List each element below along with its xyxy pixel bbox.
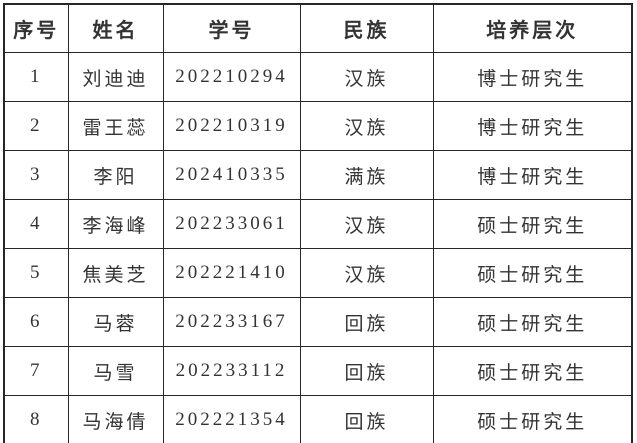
cell-level: 博士研究生 [432, 150, 633, 200]
cell-no: 4 [3, 199, 69, 249]
cell-student-id: 202221410 [162, 248, 301, 298]
cell-no: 3 [3, 150, 69, 200]
cell-name: 焦美芝 [67, 248, 164, 298]
cell-no: 1 [3, 52, 69, 102]
cell-level: 硕士研究生 [432, 346, 633, 396]
cell-no: 6 [3, 297, 69, 347]
cell-name: 马蓉 [67, 297, 164, 347]
cell-student-id: 202233112 [162, 346, 301, 396]
table-row: 6 马蓉 202233167 回族 硕士研究生 [3, 297, 633, 347]
header-no: 序号 [3, 3, 69, 53]
cell-ethnicity: 汉族 [299, 101, 434, 151]
cell-name: 马海倩 [67, 395, 164, 443]
cell-student-id: 202233167 [162, 297, 301, 347]
header-level: 培养层次 [432, 3, 633, 53]
header-row: 序号 姓名 学号 民族 培养层次 [3, 3, 633, 53]
cell-ethnicity: 汉族 [299, 248, 434, 298]
cell-ethnicity: 汉族 [299, 52, 434, 102]
table-row: 5 焦美芝 202221410 汉族 硕士研究生 [3, 248, 633, 298]
cell-level: 硕士研究生 [432, 248, 633, 298]
table-row: 3 李阳 202410335 满族 博士研究生 [3, 150, 633, 200]
cell-name: 雷王蕊 [67, 101, 164, 151]
table-row: 1 刘迪迪 202210294 汉族 博士研究生 [3, 52, 633, 102]
table-row: 4 李海峰 202233061 汉族 硕士研究生 [3, 199, 633, 249]
cell-ethnicity: 满族 [299, 150, 434, 200]
cell-student-id: 202210319 [162, 101, 301, 151]
cell-student-id: 202410335 [162, 150, 301, 200]
cell-student-id: 202221354 [162, 395, 301, 443]
cell-name: 李阳 [67, 150, 164, 200]
cell-ethnicity: 回族 [299, 346, 434, 396]
cell-level: 博士研究生 [432, 52, 633, 102]
cell-no: 5 [3, 248, 69, 298]
cell-level: 硕士研究生 [432, 395, 633, 443]
cell-ethnicity: 回族 [299, 297, 434, 347]
table-row: 2 雷王蕊 202210319 汉族 博士研究生 [3, 101, 633, 151]
cell-no: 2 [3, 101, 69, 151]
cell-no: 7 [3, 346, 69, 396]
cell-name: 李海峰 [67, 199, 164, 249]
header-student-id: 学号 [162, 3, 301, 53]
student-roster-table: 序号 姓名 学号 民族 培养层次 1 刘迪迪 202210294 汉族 博士研究… [3, 3, 633, 443]
cell-no: 8 [3, 395, 69, 443]
cell-student-id: 202210294 [162, 52, 301, 102]
cell-level: 硕士研究生 [432, 199, 633, 249]
cell-ethnicity: 回族 [299, 395, 434, 443]
header-name: 姓名 [67, 3, 164, 53]
header-ethnicity: 民族 [299, 3, 434, 53]
cell-ethnicity: 汉族 [299, 199, 434, 249]
cell-level: 硕士研究生 [432, 297, 633, 347]
cell-student-id: 202233061 [162, 199, 301, 249]
cell-level: 博士研究生 [432, 101, 633, 151]
table-row: 7 马雪 202233112 回族 硕士研究生 [3, 346, 633, 396]
cell-name: 刘迪迪 [67, 52, 164, 102]
table-row: 8 马海倩 202221354 回族 硕士研究生 [3, 395, 633, 443]
cell-name: 马雪 [67, 346, 164, 396]
